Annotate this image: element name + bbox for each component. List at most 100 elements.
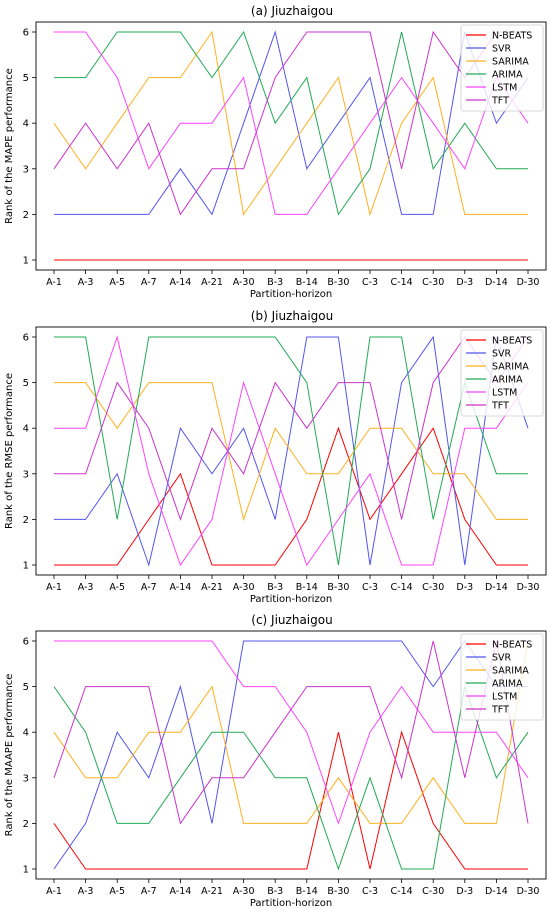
x-tick-label: A-3 bbox=[78, 886, 94, 897]
x-tick-label: A-14 bbox=[169, 582, 191, 593]
x-tick-label: B-14 bbox=[296, 582, 318, 593]
x-tick-label: A-30 bbox=[233, 886, 255, 897]
x-tick-label: B-3 bbox=[267, 277, 283, 288]
panel-a-title: (a) Jiuzhaigou bbox=[251, 4, 333, 18]
x-tick-label: C-14 bbox=[391, 582, 413, 593]
y-tick-label: 1 bbox=[23, 256, 29, 267]
legend-label: LSTM bbox=[492, 692, 517, 703]
legend: N-BEATS SVR SARIMA ARIMA LSTM TFT bbox=[460, 329, 544, 417]
series-line-tft bbox=[54, 336, 529, 521]
legend-label: SVR bbox=[492, 44, 512, 55]
series-line-arima bbox=[54, 30, 528, 216]
series-line-sarima bbox=[53, 640, 529, 824]
series-line-arima bbox=[54, 336, 528, 566]
x-tick-label: A-5 bbox=[109, 886, 125, 897]
legend-label: TFT bbox=[491, 96, 509, 107]
x-axis-label: Partition-horizon bbox=[250, 898, 332, 909]
x-tick-label: C-3 bbox=[362, 582, 378, 593]
legend-label: LSTM bbox=[492, 83, 517, 94]
plot-frame bbox=[35, 21, 547, 271]
y-tick-label: 4 bbox=[23, 728, 29, 739]
series-line-svr bbox=[53, 640, 528, 870]
y-tick-label: 6 bbox=[23, 333, 29, 344]
y-tick-label: 5 bbox=[23, 682, 29, 693]
legend-label: TFT bbox=[491, 401, 509, 412]
x-tick-label: D-30 bbox=[517, 886, 540, 897]
x-tick-label: D-3 bbox=[456, 277, 473, 288]
y-tick-label: 1 bbox=[23, 561, 29, 572]
x-tick-label: A-30 bbox=[233, 277, 255, 288]
y-tick-label: 1 bbox=[23, 865, 29, 876]
legend-label: SARIMA bbox=[492, 362, 529, 373]
legend-label: SARIMA bbox=[492, 57, 529, 68]
legend-label: N-BEATS bbox=[492, 336, 532, 347]
x-tick-label: D-30 bbox=[517, 277, 540, 288]
series-line-n-beats bbox=[53, 730, 528, 870]
series-line-tft bbox=[53, 640, 529, 825]
legend-box bbox=[460, 329, 544, 417]
series-line-sarima bbox=[53, 30, 528, 217]
x-tick-label: B-30 bbox=[327, 277, 349, 288]
plot-frame bbox=[35, 326, 547, 576]
x-tick-label: A-1 bbox=[46, 886, 62, 897]
x-tick-label: A-14 bbox=[169, 886, 191, 897]
x-tick-label: A-1 bbox=[46, 277, 62, 288]
plot-frame bbox=[35, 630, 547, 880]
x-tick-label: A-7 bbox=[141, 277, 157, 288]
x-tick-label: C-30 bbox=[422, 582, 444, 593]
legend-label: N-BEATS bbox=[492, 640, 532, 651]
y-tick-label: 6 bbox=[23, 637, 29, 648]
x-tick-label: C-14 bbox=[391, 886, 413, 897]
series-line-sarima bbox=[54, 382, 528, 522]
y-tick-label: 5 bbox=[23, 73, 29, 84]
y-tick-label: 3 bbox=[23, 164, 29, 175]
legend-label: SVR bbox=[492, 349, 512, 360]
panel-c-title: (c) Jiuzhaigou bbox=[251, 613, 332, 627]
x-tick-label: B-30 bbox=[327, 582, 349, 593]
series-line-arima bbox=[53, 686, 529, 871]
x-tick-label: A-3 bbox=[78, 277, 94, 288]
legend-label: ARIMA bbox=[492, 70, 523, 81]
x-axis-label: Partition-horizon bbox=[250, 289, 332, 300]
legend-label: N-BEATS bbox=[492, 31, 532, 42]
x-tick-label: C-30 bbox=[422, 886, 444, 897]
x-tick-label: A-7 bbox=[141, 582, 157, 593]
x-tick-label: A-7 bbox=[141, 886, 157, 897]
y-tick-label: 4 bbox=[23, 119, 29, 130]
series-line-svr bbox=[54, 30, 529, 216]
y-tick-label: 5 bbox=[23, 378, 29, 389]
x-tick-label: D-14 bbox=[485, 277, 508, 288]
chart-panel-3: 1 2 3 4 5 6 A-1 A-3 A-5 A-7 A-14 A-21 A-30 B-3 B-14 B-3… bbox=[4, 630, 547, 909]
x-tick-label: B-14 bbox=[296, 277, 318, 288]
x-tick-label: A-30 bbox=[233, 582, 255, 593]
x-tick-label: C-30 bbox=[422, 277, 444, 288]
y-tick-label: 2 bbox=[23, 819, 29, 830]
y-tick-label: 2 bbox=[23, 210, 29, 221]
series-line-tft bbox=[53, 30, 528, 216]
x-tick-label: D-30 bbox=[517, 582, 540, 593]
legend-label: SVR bbox=[492, 653, 512, 664]
x-tick-label: C-3 bbox=[362, 886, 378, 897]
legend: N-BEATS SVR SARIMA ARIMA LSTM TFT bbox=[460, 633, 544, 721]
legend-box bbox=[460, 24, 544, 112]
x-tick-label: B-3 bbox=[267, 582, 283, 593]
x-tick-label: A-21 bbox=[201, 582, 223, 593]
x-tick-label: A-14 bbox=[169, 277, 191, 288]
x-axis-label: Partition-horizon bbox=[250, 594, 332, 605]
legend-label: LSTM bbox=[492, 388, 517, 399]
y-tick-label: 6 bbox=[23, 28, 29, 39]
legend-box bbox=[460, 633, 544, 721]
x-tick-label: A-21 bbox=[201, 277, 223, 288]
x-tick-label: D-14 bbox=[485, 886, 508, 897]
y-tick-label: 2 bbox=[23, 515, 29, 526]
x-tick-label: D-3 bbox=[456, 886, 473, 897]
x-tick-label: D-14 bbox=[485, 582, 508, 593]
legend: N-BEATS SVR SARIMA ARIMA LSTM TFT bbox=[460, 24, 544, 112]
x-tick-label: A-5 bbox=[109, 582, 125, 593]
legend-label: ARIMA bbox=[492, 679, 523, 690]
legend-label: TFT bbox=[491, 705, 509, 716]
chart-panel-1: 1 2 3 4 5 6 A-1 A-3 A-5 A-7 A-14 A-21 A-30 B-3 B-14 B-3… bbox=[4, 21, 547, 300]
chart-panel-2: 1 2 3 4 5 6 A-1 A-3 A-5 A-7 A-14 A-21 A-30 B-3 B-14 B-3… bbox=[4, 326, 547, 605]
x-tick-label: A-5 bbox=[109, 277, 125, 288]
x-tick-label: A-21 bbox=[201, 886, 223, 897]
